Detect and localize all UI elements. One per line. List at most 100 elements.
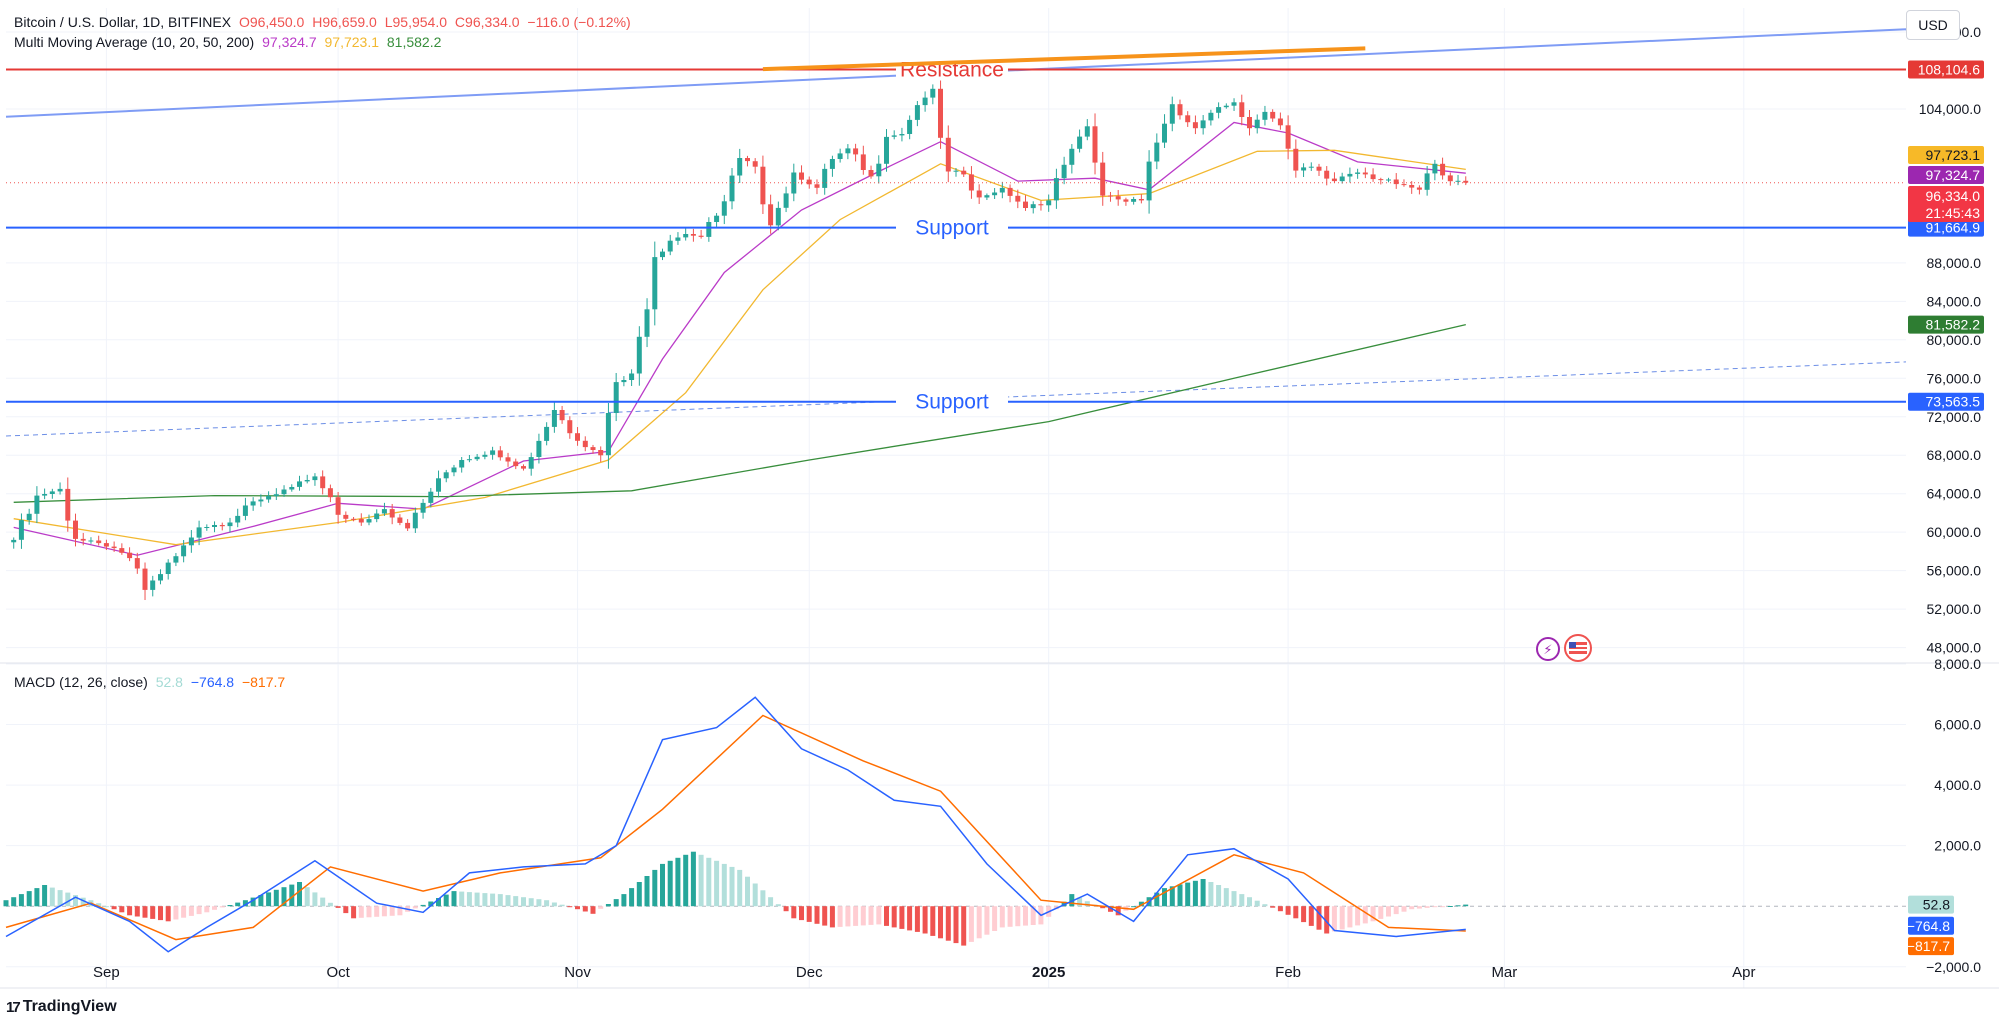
macd-hist-bar [1277,906,1283,912]
tradingview-brand[interactable]: 17 TradingView [6,998,117,1016]
macd-hist-bar [1077,897,1083,907]
trendline-dashed-blue [5,361,1907,437]
candle-body [706,222,712,237]
candle [737,148,743,183]
trendline-orange-highlight [762,46,1366,72]
candle-body [829,159,835,169]
candle [173,552,179,567]
candle [327,484,333,503]
candle [1138,194,1144,204]
macd-tick-label: 6,000.0 [1934,717,1981,733]
ma200-price-tag-text: 81,582.2 [1926,317,1981,333]
price-tick-label: 84,000.0 [1927,293,1982,309]
candle [65,477,71,532]
candle [907,115,913,140]
macd-hist-bar [714,860,720,907]
candle-body [459,460,465,468]
macd-hist-bar [1331,906,1337,932]
candle-body [675,237,681,241]
candle [675,232,681,245]
grid [6,8,1906,988]
candle [96,535,102,546]
macd-hist-bar [899,906,905,929]
candle-body [1084,126,1090,137]
resistance-price-tag-bg [1908,60,1984,79]
candle-body [999,187,1005,193]
macd-hist-bar [381,906,387,917]
candle [860,145,866,175]
candle-body [922,97,928,106]
macd-hist-bar [1339,906,1345,930]
macd-hist-bar [42,885,48,907]
macd-hist-bar [1231,891,1237,907]
macd-hist-bar [219,906,225,908]
macd-hist-bar [1463,904,1469,907]
candle-body [1154,142,1160,162]
macd-hist-bar [1432,906,1438,908]
macd-hist-bar [3,900,9,907]
candle-body [1200,120,1206,129]
macd-hist-bar [721,863,727,907]
macd-hist-bar [999,906,1005,928]
flag-canton [1569,642,1576,648]
candle [312,473,318,486]
candle [806,176,812,189]
candle [1169,96,1175,132]
candle-body [1046,200,1052,206]
candle [1007,184,1013,203]
time-label: Sep [93,964,120,981]
macd-hist-bar [158,906,163,921]
candle [667,234,673,256]
macd-hist-bar [65,892,71,907]
currency-button[interactable]: USD [1906,10,1960,40]
macd-hist-bar [1162,888,1167,907]
brand-label: TradingView [22,998,117,1015]
macd-hist-bar [474,892,480,907]
candle [119,543,125,555]
support-upper-price-tag-bg [1908,218,1984,237]
candle [358,513,364,526]
candle [1023,195,1028,211]
candle [660,248,665,261]
candle-body [358,519,364,523]
candle [57,482,63,495]
last-price-tag-bg [1908,186,1984,222]
candle [88,537,94,544]
candle [242,497,248,521]
candle [1247,109,1252,136]
mma-title: Multi Moving Average (10, 20, 50, 200) [14,34,255,50]
candle [1277,112,1283,130]
macd-hist-bar [497,894,503,907]
macd-hist-bar [428,901,434,907]
price-tick-label: 104,000.0 [1919,101,1981,117]
time-label: 2025 [1032,964,1065,981]
candle-body [1277,118,1283,126]
macd-hist-bar [752,883,758,907]
candle [752,158,758,174]
macd-hist-bar [1216,885,1222,907]
macd-hist-bar [636,882,642,907]
macd-hist-bar [1177,884,1183,907]
candle [783,186,789,213]
macd-hist-bar [1347,906,1353,928]
macd-hist-bar [945,906,951,941]
candle-body [405,522,411,529]
candle [999,181,1005,199]
candle [590,444,596,454]
support-line-upper-label: Support [915,217,989,240]
ma20-line [13,149,1466,546]
candle [1061,156,1067,185]
candle-body [1262,111,1268,120]
macd-hist-bar [1262,904,1268,907]
resistance-price-tag: 108,104.6 [1908,60,1984,79]
macd-hist-bar [745,876,750,907]
time-label: Nov [564,964,591,981]
candle-body [590,447,596,450]
macd-hist-bar [1409,906,1415,910]
candle [953,168,959,177]
candle-body [992,192,998,196]
macd-hist-bar [891,906,897,928]
candle [80,532,86,546]
macd-hist-bar [513,896,519,907]
